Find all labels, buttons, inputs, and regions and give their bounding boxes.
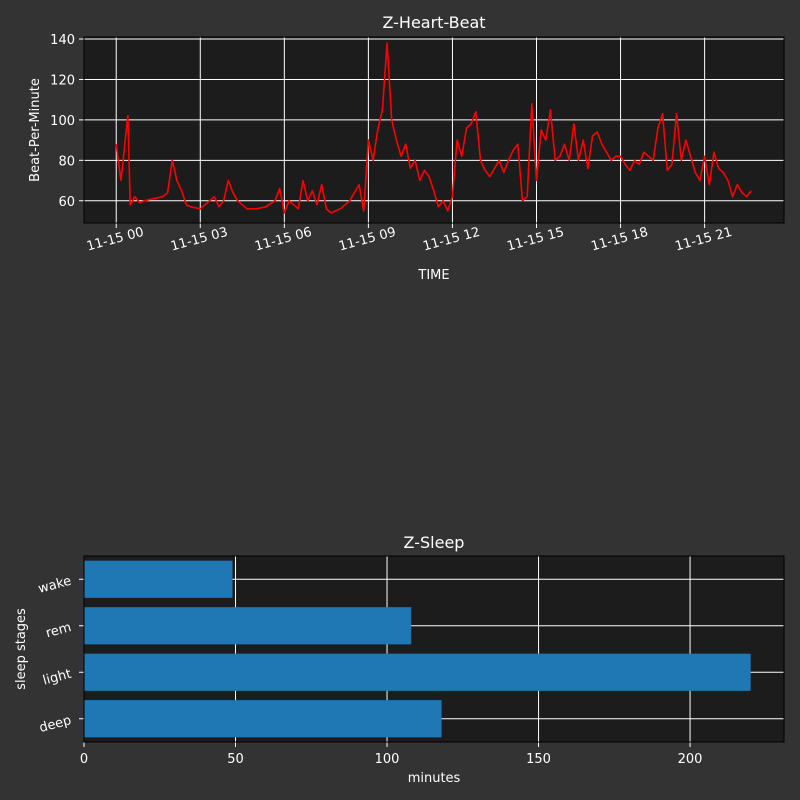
sleep-x-tick-label: 200 [678,752,703,767]
heartbeat-y-tick-label: 120 [50,73,75,88]
heartbeat-x-ticks: 11-15 00 11-15 03 11-15 06 11-15 09 11-15 12… [85,223,734,254]
sleep-bar-wake [84,560,233,598]
sleep-frame [83,555,785,743]
sleep-title: Z-Sleep [404,533,465,552]
heartbeat-y-ticks: 60 80 100 120 140 [50,33,84,210]
sleep-y-tick-label: light [41,667,73,689]
heartbeat-y-tick-label: 60 [58,195,75,210]
sleep-bars [84,560,751,738]
sleep-y-axis-label: sleep stages [14,608,29,690]
sleep-bar-light [84,653,751,691]
heartbeat-y-tick-label: 100 [50,114,75,129]
sleep-bar-deep [84,700,442,738]
sleep-x-axis-label: minutes [408,771,461,786]
sleep-y-tick-label: wake [37,574,73,597]
heartbeat-y-axis-label: Beat-Per-Minute [28,78,43,182]
sleep-x-tick-label: 150 [526,752,551,767]
heartbeat-frame [83,36,785,224]
heartbeat-grid [84,37,784,223]
heartbeat-y-tick-label: 140 [50,33,75,48]
sleep-x-tick-label: 100 [375,752,400,767]
heartbeat-series-line [115,42,752,214]
sleep-bar-rem [84,607,412,645]
sleep-y-ticks: deep light rem wake [37,574,84,736]
heartbeat-x-tick-label: 11-15 18 [589,225,649,255]
sleep-chart: Z-Sleep deep light rem wake 0 50 100 150 200 mi… [14,533,785,786]
sleep-x-tick-label: 0 [80,752,88,767]
heartbeat-x-axis-label: TIME [417,268,449,283]
sleep-y-tick-label: rem [44,620,73,641]
sleep-x-ticks: 0 50 100 150 200 [80,742,703,767]
heartbeat-x-tick-label: 11-15 12 [421,225,481,255]
sleep-y-tick-label: deep [38,713,73,736]
sleep-x-tick-label: 50 [227,752,244,767]
heartbeat-x-tick-label: 11-15 09 [337,225,397,255]
heartbeat-title: Z-Heart-Beat [382,13,485,32]
heartbeat-y-tick-label: 80 [58,154,75,169]
heartbeat-x-tick-label: 11-15 03 [169,225,229,255]
heartbeat-x-tick-label: 11-15 21 [674,225,734,255]
heartbeat-x-tick-label: 11-15 06 [253,225,313,255]
heartbeat-x-tick-label: 11-15 00 [85,225,145,255]
heartbeat-x-tick-label: 11-15 15 [505,225,565,255]
